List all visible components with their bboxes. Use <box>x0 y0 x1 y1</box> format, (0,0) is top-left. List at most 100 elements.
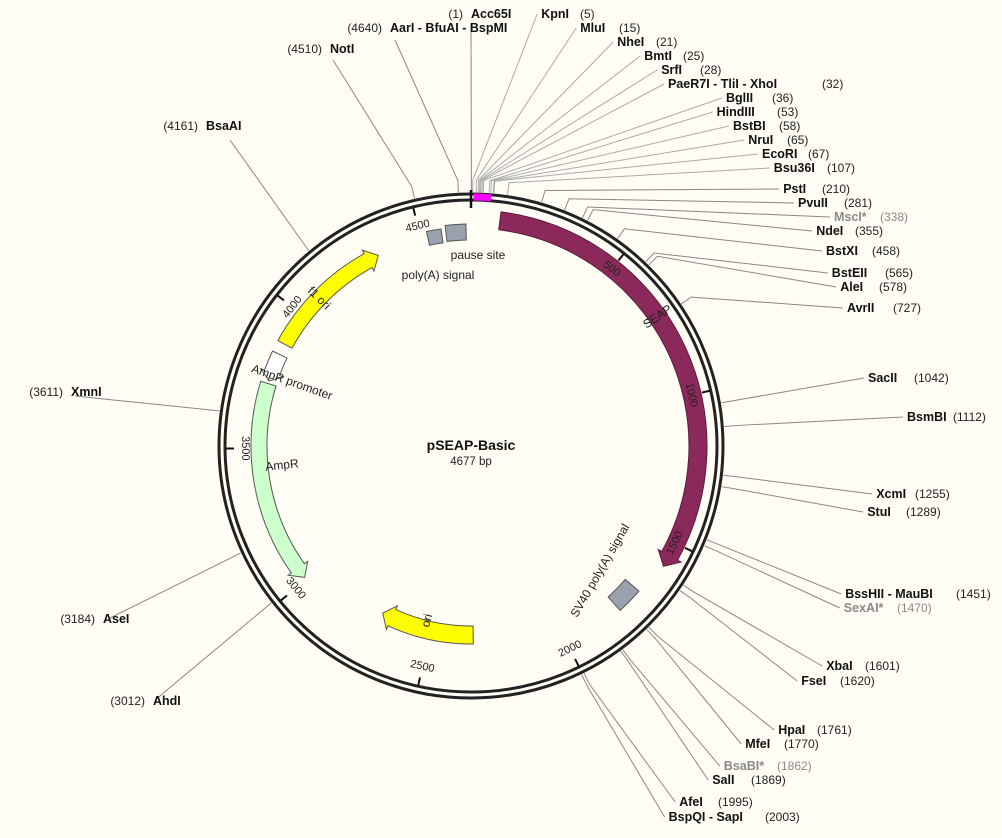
site-name: XbaI <box>826 659 852 673</box>
site-name: KpnI <box>541 7 569 21</box>
plasmid-name: pSEAP-Basic <box>427 437 516 453</box>
plasmid-backbone <box>217 190 725 700</box>
site-name: MscI* <box>834 210 867 224</box>
site-position: (2003) <box>765 810 800 824</box>
site-leader <box>481 83 665 193</box>
site-leader <box>394 39 459 193</box>
site-position: (107) <box>827 161 855 175</box>
site-name: BstBI <box>733 119 766 133</box>
site-leader <box>506 167 770 195</box>
site-leader <box>490 125 730 193</box>
site-position: (4510) <box>287 42 322 56</box>
site-leader <box>681 296 844 309</box>
site-leader <box>706 539 842 595</box>
site-position: (1255) <box>915 487 950 501</box>
site-leader <box>475 27 577 193</box>
site-name: AleI <box>840 280 863 294</box>
site-position: (210) <box>822 182 850 196</box>
site-name: XcmI <box>876 487 906 501</box>
site-position: (1770) <box>784 737 819 751</box>
site-leader <box>477 41 614 193</box>
site-name: PvuII <box>798 196 828 210</box>
site-leader <box>683 584 823 667</box>
tick-mark <box>280 594 288 602</box>
site-name: HpaI <box>778 723 805 737</box>
plasmid-length: 4677 bp <box>450 456 492 468</box>
site-name: NotI <box>330 42 354 56</box>
site-leader <box>648 255 837 288</box>
feature-ampr-promoter <box>259 350 288 382</box>
site-position: (67) <box>808 147 829 161</box>
tick-mark <box>574 658 580 667</box>
site-name: MluI <box>580 21 605 35</box>
feature-poly-a-signal <box>425 228 444 246</box>
site-leader <box>617 228 823 252</box>
site-leader <box>154 602 272 701</box>
site-position: (1862) <box>777 759 812 773</box>
site-name: SrfI <box>661 63 682 77</box>
site-name: AvrII <box>847 301 874 315</box>
site-leader <box>622 649 721 767</box>
site-leader <box>721 486 864 513</box>
plasmid-center-label: pSEAP-Basic 4677 bp <box>427 437 516 468</box>
site-name: AfeI <box>679 795 703 809</box>
site-leader <box>472 13 538 193</box>
tick-mark <box>417 677 421 686</box>
feature-seap <box>498 211 708 567</box>
site-leader <box>109 552 241 619</box>
feature-f1-ori <box>277 249 379 349</box>
site-name: SexAI* <box>844 601 884 615</box>
site-position: (25) <box>683 49 704 63</box>
site-name: BsmBI <box>907 410 947 424</box>
site-position: (1620) <box>840 674 875 688</box>
site-position: (4161) <box>163 119 198 133</box>
site-name: AarI - BfuAI - BspMI <box>390 21 507 35</box>
site-position: (58) <box>779 119 800 133</box>
site-name: StuI <box>867 505 891 519</box>
site-leader <box>724 416 904 427</box>
tick-label: 3500 <box>239 436 251 461</box>
site-position: (1112) <box>953 410 986 424</box>
mcs-highlight <box>473 193 492 202</box>
tick-mark <box>617 253 625 262</box>
site-name: Bsu36I <box>774 161 815 175</box>
site-name: BsaBI* <box>724 759 764 773</box>
site-position: (355) <box>855 224 883 238</box>
site-position: (4640) <box>347 21 382 35</box>
site-name: XmnI <box>71 385 102 399</box>
site-name: BstEII <box>832 266 867 280</box>
site-leader <box>74 395 220 412</box>
feature-label: poly(A) signal <box>402 268 475 282</box>
site-position: (1042) <box>914 371 949 385</box>
site-position: (28) <box>700 63 721 77</box>
site-leader <box>480 69 658 193</box>
site-name: BstXI <box>826 244 858 258</box>
site-name: AhdI <box>153 694 181 708</box>
site-leader <box>581 206 831 218</box>
feature-label: ori <box>418 612 435 628</box>
site-name: AseI <box>103 612 129 626</box>
tick-mark <box>701 389 710 394</box>
site-name: SacII <box>868 371 897 385</box>
site-leader <box>493 153 759 194</box>
site-position: (32) <box>822 77 843 91</box>
site-position: (1869) <box>751 773 786 787</box>
site-name: NdeI <box>816 224 843 238</box>
feature-pause-site <box>444 223 467 242</box>
site-leader <box>723 474 873 495</box>
feature-ori <box>382 604 474 645</box>
site-leader <box>332 59 415 199</box>
feature-label: pause site <box>451 248 506 262</box>
site-leader <box>229 139 310 251</box>
site-leader <box>620 650 709 781</box>
site-name: BsaAI <box>206 119 241 133</box>
site-name: BspQI - SapI <box>669 810 743 824</box>
site-position: (1761) <box>817 723 852 737</box>
site-leader <box>541 188 780 203</box>
tick-label: 3000 <box>283 575 308 602</box>
site-leader <box>721 377 865 404</box>
site-leader <box>488 111 713 193</box>
site-leader <box>583 673 676 803</box>
tick-mark <box>684 546 693 553</box>
